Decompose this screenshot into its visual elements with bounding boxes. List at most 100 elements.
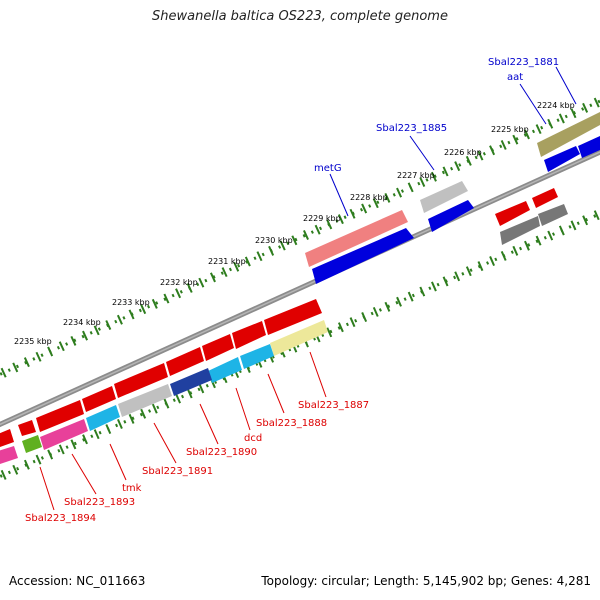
cds-cyan-dcd[interactable]: [208, 357, 242, 383]
scale-tick: [140, 304, 147, 315]
scale-tick: [221, 267, 228, 278]
scale-tick: [163, 293, 170, 304]
cds-red-7[interactable]: [36, 400, 84, 432]
accession-text: Accession: NC_011663: [9, 574, 146, 588]
scale-tick: [442, 276, 449, 287]
scale-tick: [35, 454, 42, 465]
cds-red-r2[interactable]: [532, 188, 558, 208]
cds-pink-metG[interactable]: [305, 210, 408, 267]
scale-tick: [512, 245, 519, 256]
cds-navy-sbal223-1890[interactable]: [170, 368, 212, 396]
cds-blue-1885[interactable]: [428, 200, 474, 232]
cds-darkgray-r2[interactable]: [538, 204, 568, 226]
cds-magenta-sbal223-1893[interactable]: [40, 419, 88, 450]
gene-label-sbal223-1885[interactable]: Sbal223_1885: [376, 123, 447, 134]
cds-red-4[interactable]: [166, 347, 204, 376]
gene-label-sbal223-1894[interactable]: Sbal223_1894: [25, 513, 96, 524]
cds-cyan-tmk[interactable]: [86, 405, 120, 431]
scale-tick: [593, 210, 600, 221]
cds-red-9[interactable]: [0, 429, 14, 447]
scale-tick: [326, 327, 333, 338]
scale-tick: [128, 413, 135, 424]
scale-tick: [465, 266, 472, 277]
scale-tick: [12, 362, 19, 373]
map-title: Shewanella baltica OS223, complete genom…: [152, 9, 448, 24]
cds-gray-sbal223-1891[interactable]: [118, 384, 172, 417]
cds-red-1[interactable]: [264, 299, 322, 335]
gene-label-metG[interactable]: metG: [314, 163, 342, 174]
cds-red-2[interactable]: [232, 321, 266, 349]
scale-tick: [82, 434, 88, 445]
scale-tick: [58, 341, 65, 352]
cds-olive-sbal223-1881[interactable]: [537, 112, 600, 157]
scale-tick: [209, 272, 216, 283]
gene-label-sbal223-1881[interactable]: Sbal223_1881: [488, 57, 559, 68]
inner-major-ticks: [0, 210, 600, 480]
cds-blue-aat[interactable]: [544, 146, 580, 172]
scale-tick: [361, 203, 368, 214]
scale-tick: [419, 286, 426, 297]
scale-tick: [547, 230, 554, 241]
scale-tick: [419, 177, 426, 188]
inner-leader-lines: [39, 351, 327, 511]
scale-label: 2230 kbp: [255, 236, 293, 245]
scale-label: 2231 kbp: [208, 257, 246, 266]
scale-tick: [500, 250, 507, 261]
cds-magenta-left[interactable]: [0, 446, 18, 464]
scale-tick: [233, 261, 240, 272]
cds-red-6[interactable]: [82, 386, 116, 412]
scale-tick: [140, 408, 147, 419]
scale-label: 2235 kbp: [14, 337, 52, 346]
gene-label-sbal223-1888[interactable]: Sbal223_1888: [256, 418, 327, 429]
scale-tick: [23, 357, 30, 368]
scale-tick: [268, 245, 275, 256]
scale-tick: [454, 271, 461, 282]
scale-tick: [349, 208, 356, 219]
scale-tick: [337, 322, 344, 333]
scale-label: 2232 kbp: [160, 278, 198, 287]
cds-blue-metG[interactable]: [312, 228, 414, 284]
cds-gray-sbal223-1885[interactable]: [420, 181, 468, 213]
gene-label-aat[interactable]: aat: [507, 72, 523, 83]
cds-green-sbal223-1894[interactable]: [22, 435, 42, 453]
scale-tick: [70, 439, 77, 450]
gene-label-sbal223-1887[interactable]: Sbal223_1887: [298, 400, 369, 411]
scale-label: 2234 kbp: [63, 318, 101, 327]
scale-tick: [384, 192, 391, 203]
cds-red-5[interactable]: [114, 363, 168, 398]
cds-blue-right[interactable]: [578, 136, 600, 158]
scale-tick: [198, 383, 205, 394]
scale-tick: [337, 214, 344, 225]
scale-tick: [70, 335, 77, 346]
scale-tick: [570, 220, 577, 231]
scale-tick: [454, 161, 461, 172]
scale-tick: [244, 256, 251, 267]
scale-tick: [535, 235, 542, 246]
gene-label-sbal223-1890[interactable]: Sbal223_1890: [186, 447, 257, 458]
cds-darkgray-r1[interactable]: [500, 216, 540, 245]
genome-summary-text: Topology: circular; Length: 5,145,902 bp…: [261, 574, 591, 588]
cds-red-r1[interactable]: [495, 201, 530, 226]
gene-label-sbal223-1893[interactable]: Sbal223_1893: [64, 497, 135, 508]
scale-tick: [47, 449, 54, 460]
scale-tick: [163, 398, 170, 409]
gene-label-sbal223-1891[interactable]: Sbal223_1891: [142, 466, 213, 477]
scale-tick: [47, 346, 54, 357]
scale-tick: [524, 240, 530, 251]
cds-red-8[interactable]: [18, 420, 36, 436]
gene-label-tmk[interactable]: tmk: [122, 483, 142, 494]
scale-tick: [186, 388, 193, 399]
scale-tick: [535, 124, 542, 135]
scale-tick: [303, 230, 309, 240]
scale-tick: [186, 282, 193, 293]
scale-label-layer: 2224 kbp 2225 kbp 2226 kbp 2227 kbp 2228…: [14, 101, 575, 346]
cds-cyan-sbal223-1888[interactable]: [240, 344, 274, 369]
genome-backbone: [0, 149, 600, 428]
scale-tick: [35, 351, 42, 362]
cds-red-3[interactable]: [202, 334, 234, 361]
scale-tick: [407, 291, 414, 302]
cds-yellow-sbal223-1887[interactable]: [270, 320, 328, 356]
gene-label-dcd[interactable]: dcd: [244, 433, 262, 444]
scale-tick: [361, 312, 368, 323]
